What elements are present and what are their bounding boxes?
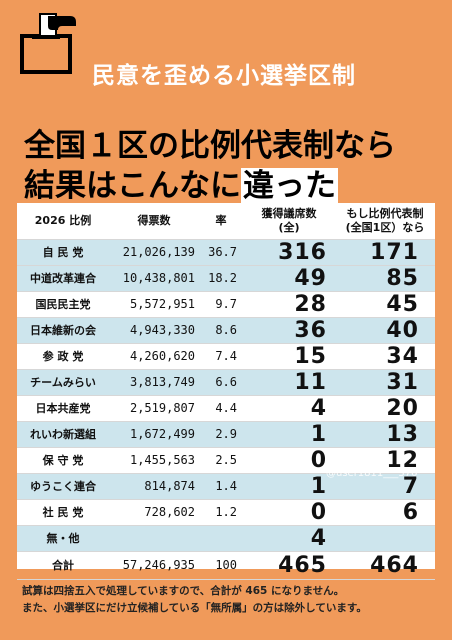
seats-won: 316	[243, 239, 335, 266]
header-pr-line1: もし比例代表制	[346, 207, 424, 220]
headline-line2-prefix: 結果はこんなに	[24, 168, 241, 204]
pr-seats: 6	[335, 499, 435, 526]
header-party: 2026 比例	[17, 203, 109, 240]
vote-count: 5,572,951	[109, 291, 199, 318]
vote-count: 2,519,807	[109, 395, 199, 422]
table-row: 参 政 党 4,260,620 7.4 15 34	[17, 343, 435, 370]
vote-count: 814,874	[109, 473, 199, 500]
table-row: れいわ新選組 1,672,499 2.9 1 13	[17, 421, 435, 448]
table-row: 保 守 党 1,455,563 2.5 0 12	[17, 447, 435, 474]
pr-seats: 45	[335, 291, 435, 318]
seats-won: 28	[243, 291, 335, 318]
total-rate: 100	[199, 551, 243, 580]
vote-count: 1,455,563	[109, 447, 199, 474]
total-row: 合計 57,246,935 100 465 464	[17, 551, 435, 580]
pr-seats: 12	[335, 447, 435, 474]
pr-seats: 85	[335, 265, 435, 292]
seats-won: 36	[243, 317, 335, 344]
seats-won: 1	[243, 473, 335, 500]
vote-count	[109, 525, 199, 552]
header-pr: もし比例代表制 (全国1区）なら	[335, 203, 435, 240]
vote-count: 728,602	[109, 499, 199, 526]
party-name: れいわ新選組	[17, 421, 109, 448]
header-seats-line2: (全)	[278, 220, 300, 234]
table-row: ゆうこく連合 814,874 1.4 1 7	[17, 473, 435, 500]
seats-won: 0	[243, 499, 335, 526]
party-name: 無・他	[17, 525, 109, 552]
subtitle: 民意を歪める小選挙区制	[92, 63, 356, 89]
party-name: 自 民 党	[17, 239, 109, 266]
seats-won: 0	[243, 447, 335, 474]
vote-count: 1,672,499	[109, 421, 199, 448]
vote-rate: 6.6	[199, 369, 243, 396]
vote-rate: 4.4	[199, 395, 243, 422]
results-table: 2026 比例 得票数 率 獲得議席数 (全) もし比例代表制 (全国1区）なら…	[17, 203, 435, 580]
seats-won: 1	[243, 421, 335, 448]
total-label: 合計	[17, 551, 109, 580]
watermark: @user1811___376	[326, 468, 418, 479]
party-name: 社 民 党	[17, 499, 109, 526]
pr-seats: 20	[335, 395, 435, 422]
headline-highlight: 違った	[241, 168, 338, 204]
vote-rate	[199, 525, 243, 552]
pr-seats: 7	[335, 473, 435, 500]
footnote-line1: 試算は四捨五入で処理していますので、合計が 465 になりません。	[22, 585, 345, 597]
total-pr: 464	[335, 551, 435, 580]
table-row: 無・他 4	[17, 525, 435, 552]
vote-rate: 2.9	[199, 421, 243, 448]
table-row: 国民民主党 5,572,951 9.7 28 45	[17, 291, 435, 318]
vote-count: 10,438,801	[109, 265, 199, 292]
vote-rate: 1.2	[199, 499, 243, 526]
party-name: ゆうこく連合	[17, 473, 109, 500]
table-row: 中道改革連合 10,438,801 18.2 49 85	[17, 265, 435, 292]
seats-won: 4	[243, 395, 335, 422]
vote-rate: 8.6	[199, 317, 243, 344]
total-seats: 465	[243, 551, 335, 580]
vote-rate: 9.7	[199, 291, 243, 318]
header-seats: 獲得議席数 (全)	[243, 203, 335, 240]
header-rate: 率	[199, 203, 243, 240]
table-row: 日本維新の会 4,943,330 8.6 36 40	[17, 317, 435, 344]
vote-rate: 36.7	[199, 239, 243, 266]
party-name: 日本維新の会	[17, 317, 109, 344]
table-row: 日本共産党 2,519,807 4.4 4 20	[17, 395, 435, 422]
table-header-row: 2026 比例 得票数 率 獲得議席数 (全) もし比例代表制 (全国1区）なら	[17, 203, 435, 240]
header-seats-line1: 獲得議席数	[261, 207, 317, 220]
vote-count: 21,026,139	[109, 239, 199, 266]
table-row: チームみらい 3,813,749 6.6 11 31	[17, 369, 435, 396]
header-votes: 得票数	[109, 203, 199, 240]
pr-seats: 171	[335, 239, 435, 266]
ballot-box-icon	[20, 13, 76, 74]
vote-rate: 1.4	[199, 473, 243, 500]
party-name: 参 政 党	[17, 343, 109, 370]
seats-won: 11	[243, 369, 335, 396]
pr-seats	[335, 525, 435, 552]
headline-line2: 結果はこんなに違った	[24, 160, 338, 205]
table-row: 自 民 党 21,026,139 36.7 316 171	[17, 239, 435, 266]
pr-seats: 13	[335, 421, 435, 448]
party-name: 保 守 党	[17, 447, 109, 474]
vote-count: 4,260,620	[109, 343, 199, 370]
footnote-line2: また、小選挙区にだけ立候補している「無所属」の方は除外しています。	[22, 602, 367, 614]
vote-count: 3,813,749	[109, 369, 199, 396]
party-name: 国民民主党	[17, 291, 109, 318]
vote-rate: 7.4	[199, 343, 243, 370]
headline-line1: 全国１区の比例代表制なら	[24, 128, 396, 164]
party-name: チームみらい	[17, 369, 109, 396]
party-name: 中道改革連合	[17, 265, 109, 292]
seats-won: 4	[243, 525, 335, 552]
vote-rate: 2.5	[199, 447, 243, 474]
table-row: 社 民 党 728,602 1.2 0 6	[17, 499, 435, 526]
vote-count: 4,943,330	[109, 317, 199, 344]
party-name: 日本共産党	[17, 395, 109, 422]
pr-seats: 31	[335, 369, 435, 396]
vote-rate: 18.2	[199, 265, 243, 292]
pr-seats: 40	[335, 317, 435, 344]
seats-won: 15	[243, 343, 335, 370]
header-pr-line2: (全国1区）なら	[345, 220, 425, 234]
total-votes: 57,246,935	[109, 551, 199, 580]
pr-seats: 34	[335, 343, 435, 370]
seats-won: 49	[243, 265, 335, 292]
